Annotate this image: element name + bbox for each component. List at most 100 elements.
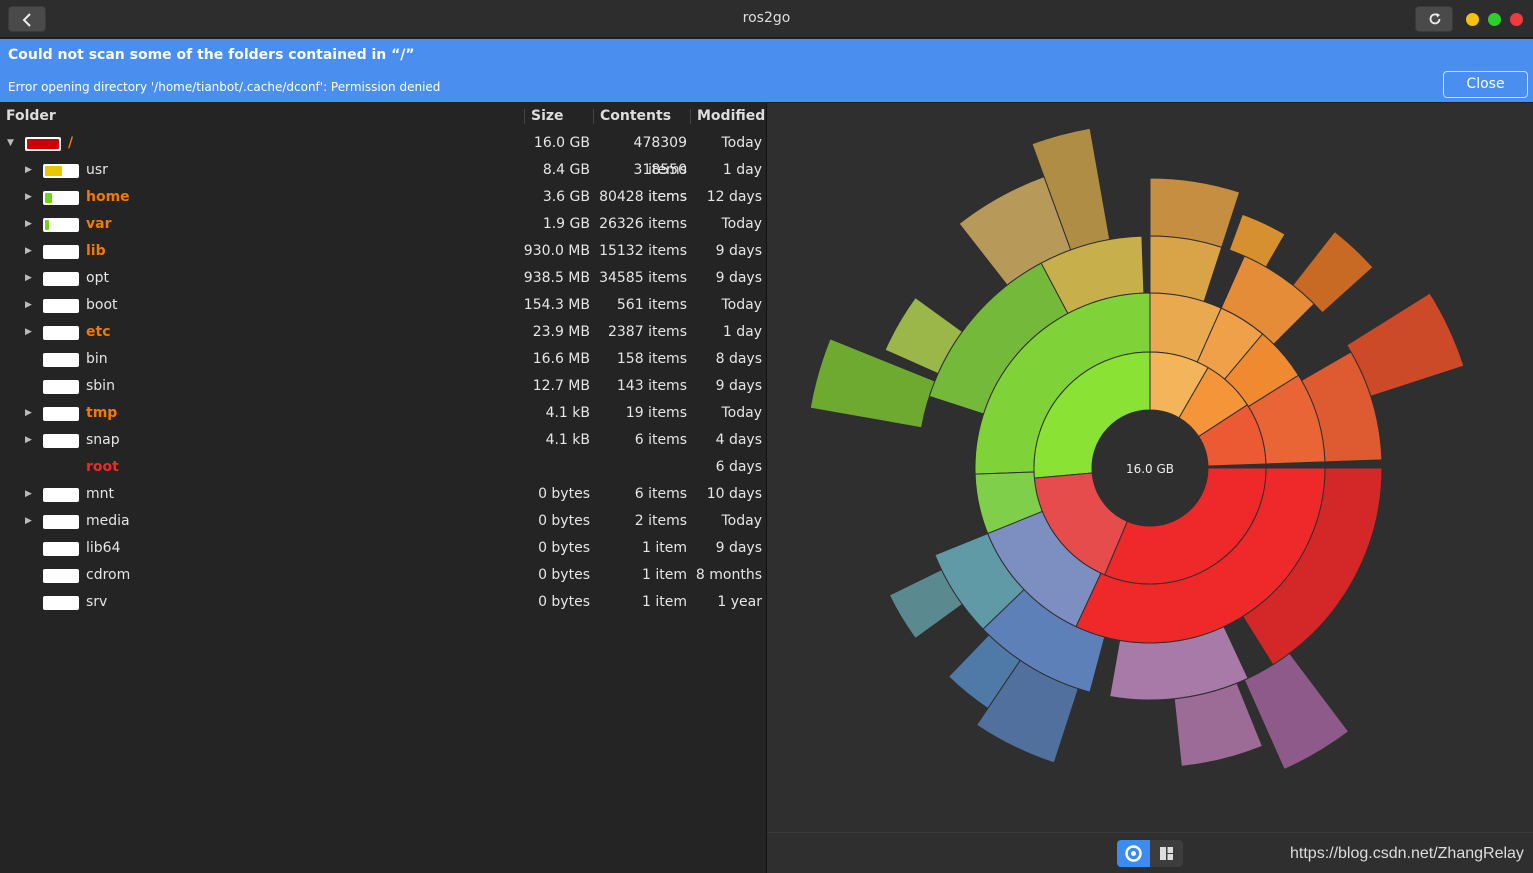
expander-closed-icon[interactable]: ▶ — [25, 300, 32, 310]
column-header-size[interactable]: Size — [531, 108, 564, 124]
folder-size: 930.0 MB — [523, 243, 590, 259]
sunburst-chart[interactable]: 16.0 GB — [767, 103, 1533, 832]
table-row[interactable]: ▶ var 1.9 GB 26326 items Today — [0, 211, 766, 238]
folder-name: / — [68, 135, 74, 151]
folder-size: 3.6 GB — [542, 189, 590, 205]
maximize-button[interactable] — [1488, 13, 1501, 26]
folder-contents: 26326 items — [599, 216, 687, 232]
column-header-modified[interactable]: Modified — [697, 108, 766, 124]
folder-contents: 478309 items — [633, 135, 687, 178]
folder-size: 0 bytes — [538, 486, 590, 502]
folder-name: snap — [86, 432, 120, 448]
folder-name: sbin — [86, 378, 115, 394]
table-row[interactable]: ▶ snap 4.1 kB 6 items 4 days — [0, 427, 766, 454]
folder-name: lib — [86, 243, 106, 259]
table-row[interactable]: ▼ / 16.0 GB 478309 items Today — [0, 130, 766, 178]
usage-bar — [43, 272, 79, 286]
folder-contents: 34585 items — [599, 270, 687, 286]
expander-closed-icon[interactable]: ▶ — [25, 327, 32, 337]
folder-name: lib64 — [86, 540, 121, 556]
table-row[interactable]: root 6 days — [0, 454, 766, 481]
table-row[interactable]: ▶ mnt 0 bytes 6 items 10 days — [0, 481, 766, 508]
folder-name: mnt — [86, 486, 114, 502]
folder-modified: 6 days — [715, 459, 762, 475]
folder-name: etc — [86, 324, 111, 340]
table-row[interactable]: bin 16.6 MB 158 items 8 days — [0, 346, 766, 373]
infobar-close-button[interactable]: Close — [1443, 71, 1528, 98]
infobar-title: Could not scan some of the folders conta… — [8, 47, 415, 63]
segment-opt[interactable] — [1197, 404, 1267, 467]
expander-closed-icon[interactable]: ▶ — [25, 165, 32, 175]
table-row[interactable]: ▶ lib 930.0 MB 15132 items 9 days — [0, 238, 766, 265]
usage-bar — [43, 596, 79, 610]
usage-bar-fill — [45, 220, 49, 230]
folder-contents: 318550 items — [633, 162, 687, 205]
expander-open-icon[interactable]: ▼ — [7, 138, 14, 148]
chart-center[interactable] — [1092, 410, 1208, 526]
folder-size: 0 bytes — [538, 567, 590, 583]
folder-contents: 80428 items — [599, 189, 687, 205]
rings-icon — [1125, 845, 1142, 862]
rings-chart-view-button[interactable] — [1117, 840, 1150, 867]
expander-closed-icon[interactable]: ▶ — [25, 219, 32, 229]
segment-outer[interactable] — [809, 338, 936, 429]
pane-divider[interactable] — [766, 103, 767, 873]
table-row[interactable]: sbin 12.7 MB 143 items 9 days — [0, 373, 766, 400]
expander-closed-icon[interactable]: ▶ — [25, 489, 32, 499]
segment-outer[interactable] — [1243, 652, 1350, 771]
error-infobar: Could not scan some of the folders conta… — [0, 39, 1533, 102]
usage-bar — [43, 245, 79, 259]
segment-var-sub[interactable] — [1149, 235, 1223, 303]
folder-modified: Today — [721, 513, 763, 529]
expander-closed-icon[interactable]: ▶ — [25, 246, 32, 256]
refresh-button[interactable] — [1415, 6, 1453, 32]
expander-closed-icon[interactable]: ▶ — [25, 516, 32, 526]
table-row[interactable]: ▶ home 3.6 GB 80428 items 12 days — [0, 184, 766, 211]
usage-bar — [43, 164, 79, 178]
expander-closed-icon[interactable]: ▶ — [25, 408, 32, 418]
table-row[interactable]: cdrom 0 bytes 1 item 8 months — [0, 562, 766, 589]
column-header-folder[interactable]: Folder — [6, 108, 56, 124]
segment-outer[interactable] — [1228, 213, 1286, 268]
usage-bar — [43, 542, 79, 556]
folder-size: 0 bytes — [538, 513, 590, 529]
folder-modified: 9 days — [715, 378, 762, 394]
expander-closed-icon[interactable]: ▶ — [25, 435, 32, 445]
table-row[interactable]: srv 0 bytes 1 item 1 year — [0, 589, 766, 616]
table-row[interactable]: ▶ usr 8.4 GB 318550 items 1 day — [0, 157, 766, 205]
folder-contents: 143 items — [616, 378, 687, 394]
minimize-button[interactable] — [1466, 13, 1479, 26]
folder-contents: 1 item — [642, 567, 687, 583]
table-row[interactable]: ▶ etc 23.9 MB 2387 items 1 day — [0, 319, 766, 346]
close-window-button[interactable] — [1510, 13, 1523, 26]
folder-name: tmp — [86, 405, 118, 421]
usage-bar — [43, 380, 79, 394]
chart-center-label: 16.0 GB — [1126, 462, 1174, 476]
folder-modified: 1 day — [722, 324, 762, 340]
usage-bar — [43, 407, 79, 421]
folder-name: srv — [86, 594, 108, 610]
back-button[interactable] — [8, 6, 46, 32]
expander-closed-icon[interactable]: ▶ — [25, 192, 32, 202]
column-header-contents[interactable]: Contents — [600, 108, 672, 124]
usage-bar — [43, 569, 79, 583]
folder-contents: 2 items — [634, 513, 687, 529]
table-row[interactable]: ▶ boot 154.3 MB 561 items Today — [0, 292, 766, 319]
folder-contents: 1 item — [642, 540, 687, 556]
table-row[interactable]: lib64 0 bytes 1 item 9 days — [0, 535, 766, 562]
folder-size: 23.9 MB — [532, 324, 590, 340]
usage-bar — [43, 434, 79, 448]
table-row[interactable]: ▶ opt 938.5 MB 34585 items 9 days — [0, 265, 766, 292]
folder-name: media — [86, 513, 130, 529]
treemap-view-button[interactable] — [1150, 840, 1183, 867]
folder-name: opt — [86, 270, 109, 286]
folder-name: var — [86, 216, 112, 232]
watermark-text: https://blog.csdn.net/ZhangRelay — [1290, 845, 1524, 862]
folder-name: cdrom — [86, 567, 131, 583]
expander-closed-icon[interactable]: ▶ — [25, 273, 32, 283]
folder-modified: 4 days — [715, 432, 762, 448]
folder-size: 154.3 MB — [523, 297, 590, 313]
folder-modified: 8 months — [695, 567, 762, 583]
table-row[interactable]: ▶ tmp 4.1 kB 19 items Today — [0, 400, 766, 427]
table-row[interactable]: ▶ media 0 bytes 2 items Today — [0, 508, 766, 535]
